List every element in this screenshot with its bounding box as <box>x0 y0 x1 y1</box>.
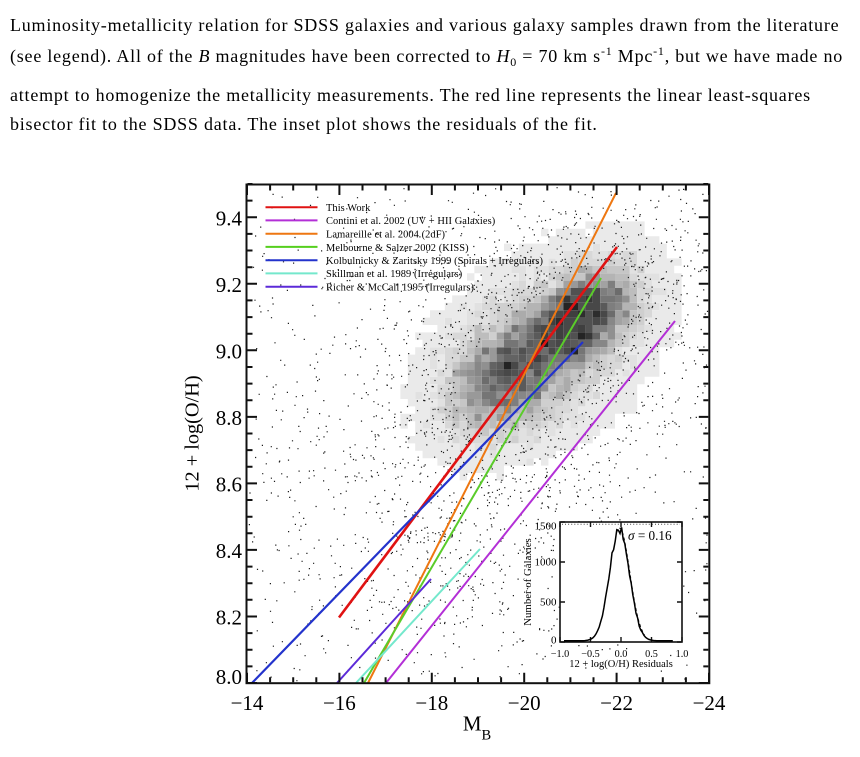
svg-text:Kolbulnicky & Zaritsky 1999 (S: Kolbulnicky & Zaritsky 1999 (Spirals + I… <box>326 256 543 267</box>
svg-text:Lamareille et al. 2004 (2dF): Lamareille et al. 2004 (2dF) <box>326 230 445 241</box>
svg-text:−16: −16 <box>323 691 356 715</box>
svg-text:8.6: 8.6 <box>216 473 242 497</box>
svg-text:−14: −14 <box>231 691 264 715</box>
svg-text:1000: 1000 <box>535 557 558 569</box>
svg-text:0.5: 0.5 <box>645 649 658 660</box>
svg-text:This Work: This Work <box>326 203 371 214</box>
svg-text:Skillman et al. 1989 (Irregula: Skillman et al. 1989 (Irregulars) <box>326 269 462 280</box>
svg-text:8.0: 8.0 <box>216 665 242 689</box>
svg-text:9.0: 9.0 <box>216 339 242 363</box>
svg-text:−24: −24 <box>693 691 726 715</box>
svg-text:8.8: 8.8 <box>216 406 242 430</box>
svg-text:8.4: 8.4 <box>216 539 243 563</box>
svg-text:Number of Galaxies: Number of Galaxies <box>522 538 534 626</box>
svg-text:12 + log(O/H): 12 + log(O/H) <box>182 375 204 491</box>
svg-text:−20: −20 <box>508 691 541 715</box>
svg-text:12 + log(O/H) Residuals: 12 + log(O/H) Residuals <box>569 659 673 670</box>
svg-text:0: 0 <box>551 635 557 647</box>
svg-text:500: 500 <box>540 597 557 609</box>
svg-text:0.0: 0.0 <box>615 649 628 660</box>
svg-text:1500: 1500 <box>535 521 558 533</box>
svg-text:−0.5: −0.5 <box>581 649 599 660</box>
svg-text:σ = 0.16: σ = 0.16 <box>628 528 672 543</box>
svg-text:MB: MB <box>463 712 491 744</box>
svg-text:8.2: 8.2 <box>216 606 242 630</box>
svg-text:−18: −18 <box>415 691 448 715</box>
svg-text:Melbourne & Salzer 2002 (KISS): Melbourne & Salzer 2002 (KISS) <box>326 243 469 254</box>
svg-text:9.4: 9.4 <box>216 206 243 230</box>
svg-text:Richer & McCall 1995 (Irregula: Richer & McCall 1995 (Irregulars) <box>326 283 474 294</box>
svg-text:9.2: 9.2 <box>216 273 242 297</box>
svg-text:−1.0: −1.0 <box>551 649 569 660</box>
svg-text:1.0: 1.0 <box>676 649 689 660</box>
svg-text:Contini et al. 2002 (UV + HII: Contini et al. 2002 (UV + HII Galaxies) <box>326 216 495 227</box>
svg-text:−22: −22 <box>600 691 633 715</box>
